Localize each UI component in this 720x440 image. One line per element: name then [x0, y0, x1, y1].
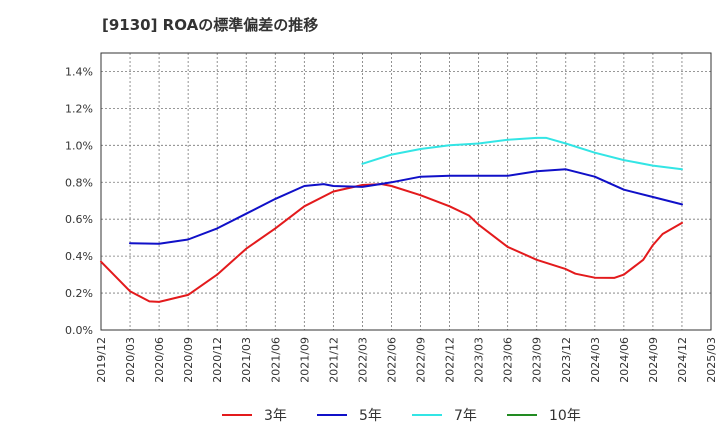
- y-tick-label: 1.0%: [65, 139, 93, 152]
- x-tick-label: 2021/03: [240, 337, 253, 383]
- x-tick-label: 2023/12: [560, 337, 573, 383]
- x-tick-label: 2024/09: [647, 337, 660, 383]
- x-tick-label: 2024/12: [676, 337, 689, 383]
- x-tick-label: 2021/06: [269, 337, 282, 383]
- y-tick-label: 0.6%: [65, 213, 93, 226]
- x-tick-label: 2021/12: [327, 337, 340, 383]
- x-tick-label: 2022/12: [444, 337, 457, 383]
- series-line-2: [361, 136, 683, 171]
- series-line-1: [129, 168, 683, 245]
- x-tick-label: 2023/06: [502, 337, 515, 383]
- x-tick-label: 2025/03: [705, 337, 718, 383]
- x-tick-label: 2020/12: [211, 337, 224, 383]
- x-tick-label: 2022/06: [385, 337, 398, 383]
- x-tick-label: 2022/03: [356, 337, 369, 383]
- plot-border: [100, 52, 712, 331]
- x-tick-label: 2024/06: [618, 337, 631, 383]
- x-tick-label: 2022/09: [415, 337, 428, 383]
- y-tick-label: 1.2%: [65, 102, 93, 115]
- x-tick-label: 2023/03: [473, 337, 486, 383]
- x-tick-label: 2023/09: [531, 337, 544, 383]
- y-tick-label: 0.2%: [65, 287, 93, 300]
- chart-title: [9130] ROAの標準偏差の推移: [102, 16, 319, 34]
- y-tick-label: 1.4%: [65, 65, 93, 78]
- legend-label-3: 10年: [549, 408, 581, 424]
- y-tick-label: 0.8%: [65, 176, 93, 189]
- x-tick-label: 2021/09: [298, 337, 311, 383]
- y-tick-label: 0.4%: [65, 250, 93, 263]
- x-tick-label: 2020/06: [153, 337, 166, 383]
- legend-label-2: 7年: [454, 408, 477, 424]
- x-tick-label: 2020/03: [124, 337, 137, 383]
- x-tick-label: 2019/12: [95, 337, 108, 383]
- series-line-0: [100, 183, 683, 303]
- legend-label-0: 3年: [264, 408, 287, 424]
- x-tick-label: 2024/03: [589, 337, 602, 383]
- y-tick-label: 0.0%: [65, 324, 93, 337]
- x-tick-label: 2020/09: [182, 337, 195, 383]
- legend-label-1: 5年: [359, 408, 382, 424]
